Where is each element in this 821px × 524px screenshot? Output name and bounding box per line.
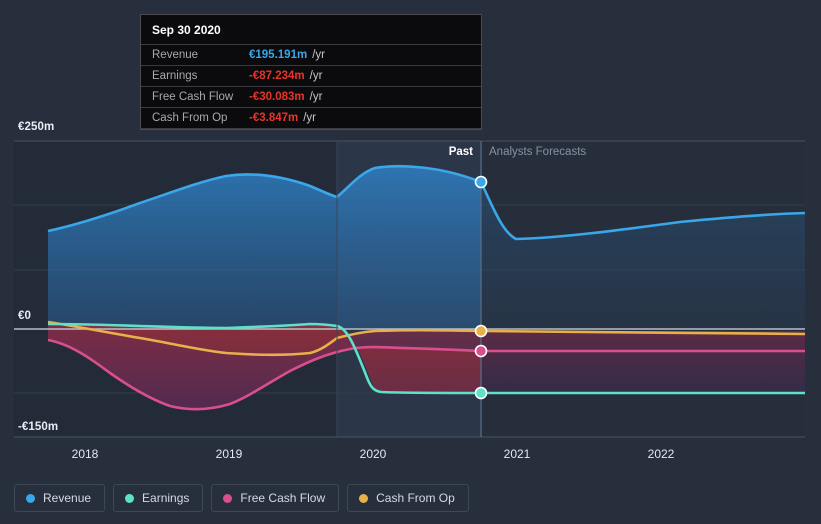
legend-item-revenue[interactable]: Revenue (14, 484, 106, 512)
tooltip-title: Sep 30 2020 (152, 23, 221, 37)
y-axis-label-250m: €250m (18, 121, 55, 133)
legend-label-revenue: Revenue (43, 491, 92, 505)
marker-free-cash-flow[interactable] (474, 344, 488, 358)
tooltip-value-earnings: -€87.234m (249, 70, 305, 82)
revenue-line-forecast (479, 181, 806, 241)
revenue-line-past (47, 164, 482, 233)
tooltip-unit-free-cash-flow: /yr (309, 91, 323, 103)
tooltip-label-free-cash-flow: Free Cash Flow (152, 91, 234, 103)
past-label: Past (448, 146, 473, 158)
tooltip-unit-revenue: /yr (312, 49, 325, 61)
tooltip-unit-cash-from-op: /yr (303, 112, 317, 124)
x-axis-label-2022: 2022 (647, 447, 675, 461)
y-axis-label-0: €0 (18, 310, 31, 322)
earnings-line-past (47, 322, 482, 395)
legend-dot-earnings-icon (125, 493, 135, 503)
free-cash-flow-line-past (47, 338, 482, 411)
legend-item-cash-from-op[interactable]: Cash From Op (347, 484, 469, 512)
tooltip-unit-earnings: /yr (309, 70, 323, 82)
legend-label-free-cash-flow: Free Cash Flow (240, 491, 326, 505)
tooltip-value-free-cash-flow: -€30.083m (249, 91, 305, 103)
tooltip-row-revenue: Revenue €195.191m /yr (141, 44, 481, 65)
tooltip-row-free-cash-flow: Free Cash Flow -€30.083m /yr (141, 86, 481, 107)
x-axis-label-2019: 2019 (215, 447, 243, 461)
legend-label-cash-from-op: Cash From Op (376, 491, 455, 505)
revenue-area-past (48, 166, 481, 329)
tooltip-label-earnings: Earnings (152, 70, 198, 82)
marker-revenue[interactable] (474, 175, 488, 189)
chart-legend: Revenue Earnings Free Cash Flow Cash Fro… (14, 484, 469, 512)
marker-earnings[interactable] (474, 386, 488, 400)
x-axis-label-2021: 2021 (503, 447, 531, 461)
cash-from-op-line-past (47, 320, 482, 357)
analysts-forecasts-label: Analysts Forecasts (489, 146, 587, 158)
y-axis-label-neg150m: -€150m (18, 421, 59, 433)
legend-item-earnings[interactable]: Earnings (113, 484, 204, 512)
x-axis-label-2018: 2018 (71, 447, 99, 461)
tooltip-row-cash-from-op: Cash From Op -€3.847m /yr (141, 107, 481, 129)
data-tooltip: Sep 30 2020 Revenue €195.191m /yr Earnin… (140, 14, 482, 130)
negative-area-cfo-past (48, 322, 481, 410)
tooltip-value-revenue: €195.191m (249, 49, 308, 61)
negative-area-forecast (481, 331, 805, 393)
legend-item-free-cash-flow[interactable]: Free Cash Flow (211, 484, 340, 512)
tooltip-row-earnings: Earnings -€87.234m /yr (141, 65, 481, 86)
tooltip-label-cash-from-op: Cash From Op (152, 112, 228, 124)
x-axis-label-2020: 2020 (359, 447, 387, 461)
legend-dot-cash-from-op-icon (359, 493, 369, 503)
tooltip-value-cash-from-op: -€3.847m (249, 112, 299, 124)
legend-dot-revenue-icon (26, 493, 35, 503)
legend-dot-free-cash-flow-icon (223, 493, 233, 503)
legend-label-earnings: Earnings (142, 491, 190, 505)
marker-cash-from-op[interactable] (474, 324, 488, 338)
tooltip-label-revenue: Revenue (152, 49, 199, 61)
cash-from-op-line-forecast (480, 329, 806, 336)
